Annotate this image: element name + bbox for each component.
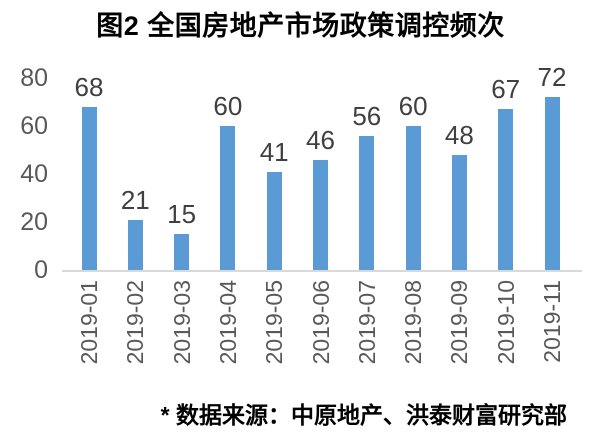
bar-2019-07 — [359, 135, 375, 270]
x-axis-label-2019-08: 2019-08 — [400, 280, 427, 365]
bar-2019-05 — [266, 171, 282, 270]
value-label-2019-09: 48 — [444, 119, 474, 150]
bar-2019-09 — [451, 154, 467, 270]
bar-2019-01 — [81, 106, 97, 270]
bar-2019-03 — [174, 234, 190, 270]
value-label-2019-08: 60 — [398, 91, 428, 121]
x-axis-line — [62, 270, 582, 272]
bar-2019-11 — [544, 97, 560, 270]
chart-title: 图2 全国房地产市场政策调控频次 — [96, 11, 505, 41]
y-axis: 0 20 40 60 80 — [0, 64, 48, 284]
x-axis-label-2019-02: 2019-02 — [122, 280, 149, 365]
x-axis-label-2019-10: 2019-10 — [492, 280, 519, 365]
x-axis-label-2019-07: 2019-07 — [353, 280, 380, 365]
value-label-2019-06: 46 — [306, 124, 335, 155]
value-label-2019-10: 67 — [491, 74, 521, 105]
y-tick-label-40: 40 — [20, 160, 48, 188]
value-label-2019-03: 15 — [167, 199, 197, 229]
bar-2019-04 — [220, 126, 236, 270]
plot-area: 68 2019-01 21 2019-02 15 2019-03 60 2019-04 41 20… — [62, 64, 582, 364]
value-label-2019-07: 56 — [352, 100, 382, 131]
y-tick-label-20: 20 — [20, 208, 48, 236]
x-axis-label-2019-01: 2019-01 — [76, 280, 102, 365]
value-label-2019-01: 68 — [74, 71, 104, 102]
x-axis-label-2019-06: 2019-06 — [307, 280, 334, 365]
value-label-2019-05: 41 — [259, 136, 289, 167]
x-axis-label-2019-11: 2019-11 — [539, 280, 565, 363]
y-tick-label-0: 0 — [34, 256, 48, 284]
bar-2019-10 — [498, 109, 514, 270]
x-axis-label-2019-05: 2019-05 — [261, 280, 288, 365]
value-label-2019-11: 72 — [537, 62, 567, 93]
value-label-2019-02: 21 — [120, 184, 150, 215]
x-axis-label-2019-09: 2019-09 — [446, 280, 473, 365]
bar-2019-08 — [405, 126, 421, 270]
bar-2019-02 — [127, 219, 143, 270]
y-tick-label-60: 60 — [20, 112, 48, 140]
value-label-2019-04: 60 — [213, 91, 243, 121]
bar-2019-06 — [313, 159, 328, 270]
x-axis-label-2019-04: 2019-04 — [214, 280, 241, 365]
y-tick-label-80: 80 — [20, 64, 48, 92]
source-note: * 数据来源：中原地产、洪泰财富研究部 — [160, 402, 567, 428]
x-axis-label-2019-03: 2019-03 — [168, 280, 195, 365]
